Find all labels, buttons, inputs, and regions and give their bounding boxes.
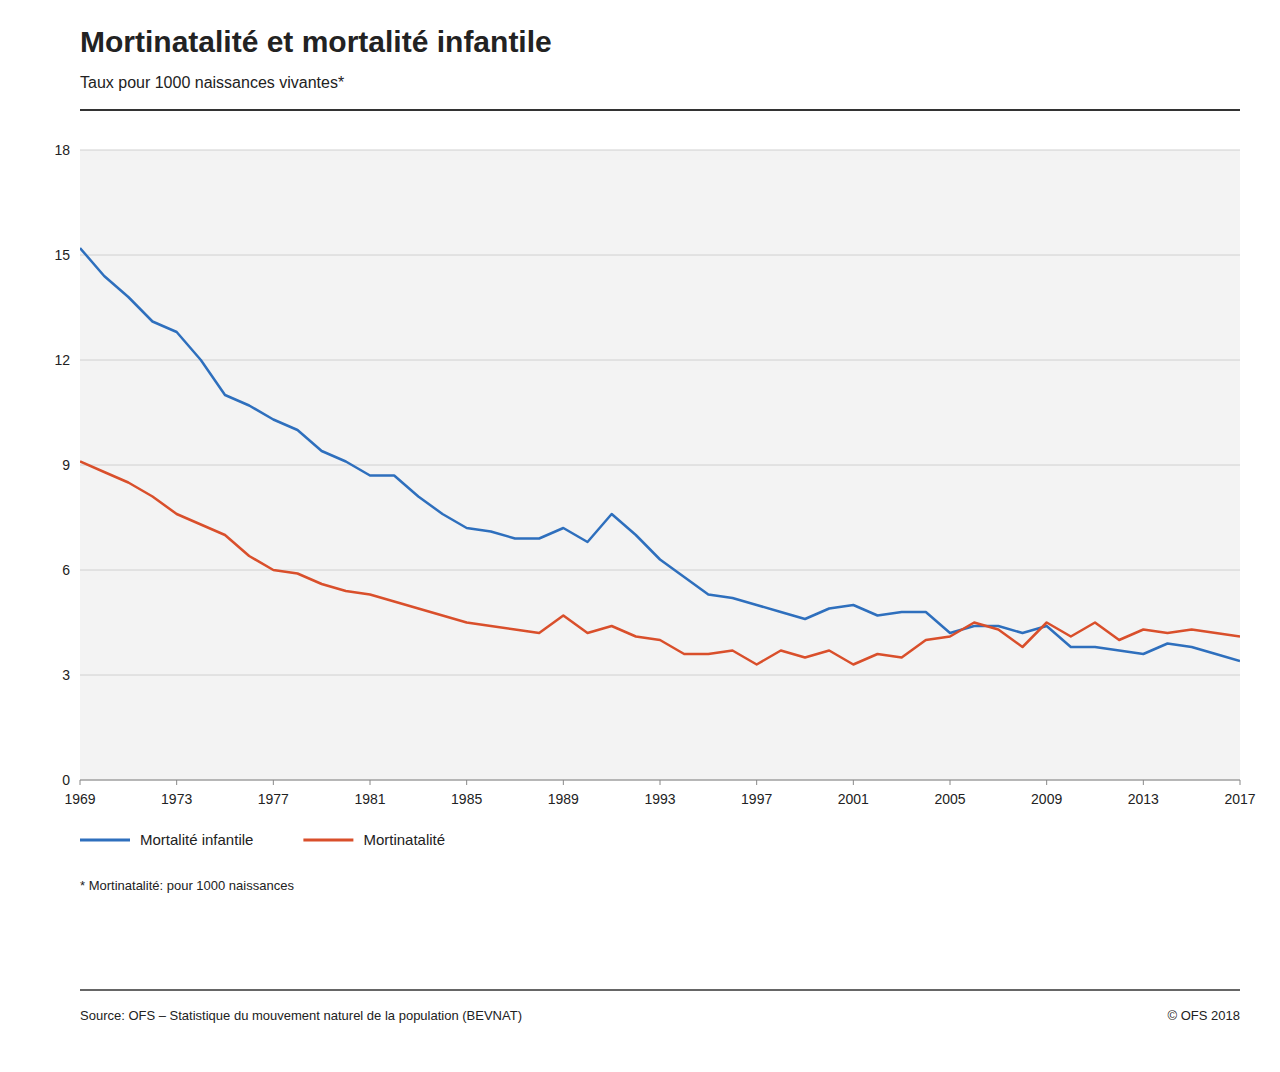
- x-tick: [176, 780, 177, 785]
- x-tick: [370, 780, 371, 785]
- x-tick: [950, 780, 951, 785]
- legend-swatch: [80, 839, 130, 842]
- y-tick-label: 12: [54, 352, 70, 368]
- x-tick: [80, 780, 81, 785]
- series-group: [80, 248, 1240, 665]
- x-tick: [466, 780, 467, 785]
- x-tick: [273, 780, 274, 785]
- legend: Mortalité infantile Mortinatalité: [80, 831, 445, 848]
- footnote: * Mortinatalité: pour 1000 naissances: [80, 878, 294, 893]
- legend-label: Mortalité infantile: [140, 831, 253, 848]
- title: Mortinatalité et mortalité infantile: [80, 25, 552, 58]
- y-tick-label: 9: [62, 457, 70, 473]
- x-tick-label: 1977: [258, 791, 289, 807]
- x-tick-label: 2005: [934, 791, 965, 807]
- y-tick-label: 15: [54, 247, 70, 263]
- x-tick: [563, 780, 564, 785]
- x-axis: 1969 1973 1977 1981 1985 1989 1993 1997 2001 2005…: [64, 780, 1255, 807]
- y-tick-label: 6: [62, 562, 70, 578]
- x-tick-label: 2001: [838, 791, 869, 807]
- x-tick-label: 2017: [1224, 791, 1255, 807]
- series-line: [80, 248, 1240, 661]
- chart: Mortinatalité et mortalité infantile Taux…: [0, 0, 1280, 1072]
- x-tick: [756, 780, 757, 785]
- source: Source: OFS – Statistique du mouvement n…: [80, 1008, 522, 1023]
- grid-line: [80, 150, 1240, 151]
- x-tick-label: 2013: [1128, 791, 1159, 807]
- x-tick-label: 1973: [161, 791, 192, 807]
- legend-label: Mortinatalité: [363, 831, 445, 848]
- x-tick-label: 1993: [644, 791, 675, 807]
- legend-swatch: [303, 839, 353, 842]
- subtitle: Taux pour 1000 naissances vivantes*: [80, 74, 344, 91]
- series-line: [80, 462, 1240, 665]
- y-tick-label: 3: [62, 667, 70, 683]
- grid-line: [80, 570, 1240, 571]
- grid-line: [80, 675, 1240, 676]
- y-tick-label: 0: [62, 772, 70, 788]
- x-tick-label: 1969: [64, 791, 95, 807]
- grid-line: [80, 360, 1240, 361]
- x-tick-label: 1997: [741, 791, 772, 807]
- grid-line: [80, 255, 1240, 256]
- x-tick-label: 1989: [548, 791, 579, 807]
- x-tick: [1240, 780, 1241, 785]
- footer-rule: [80, 989, 1240, 991]
- x-tick: [1046, 780, 1047, 785]
- x-tick-label: 1985: [451, 791, 482, 807]
- plot-background: [80, 150, 1240, 780]
- grid-line: [80, 465, 1240, 466]
- x-tick: [853, 780, 854, 785]
- header-rule: [80, 109, 1240, 111]
- x-tick-label: 1981: [354, 791, 385, 807]
- y-axis: 0 3 6 9 12 15 18: [54, 142, 1240, 788]
- x-tick: [1143, 780, 1144, 785]
- x-tick-label: 2009: [1031, 791, 1062, 807]
- y-tick-label: 18: [54, 142, 70, 158]
- x-tick: [660, 780, 661, 785]
- copyright: © OFS 2018: [1168, 1008, 1240, 1023]
